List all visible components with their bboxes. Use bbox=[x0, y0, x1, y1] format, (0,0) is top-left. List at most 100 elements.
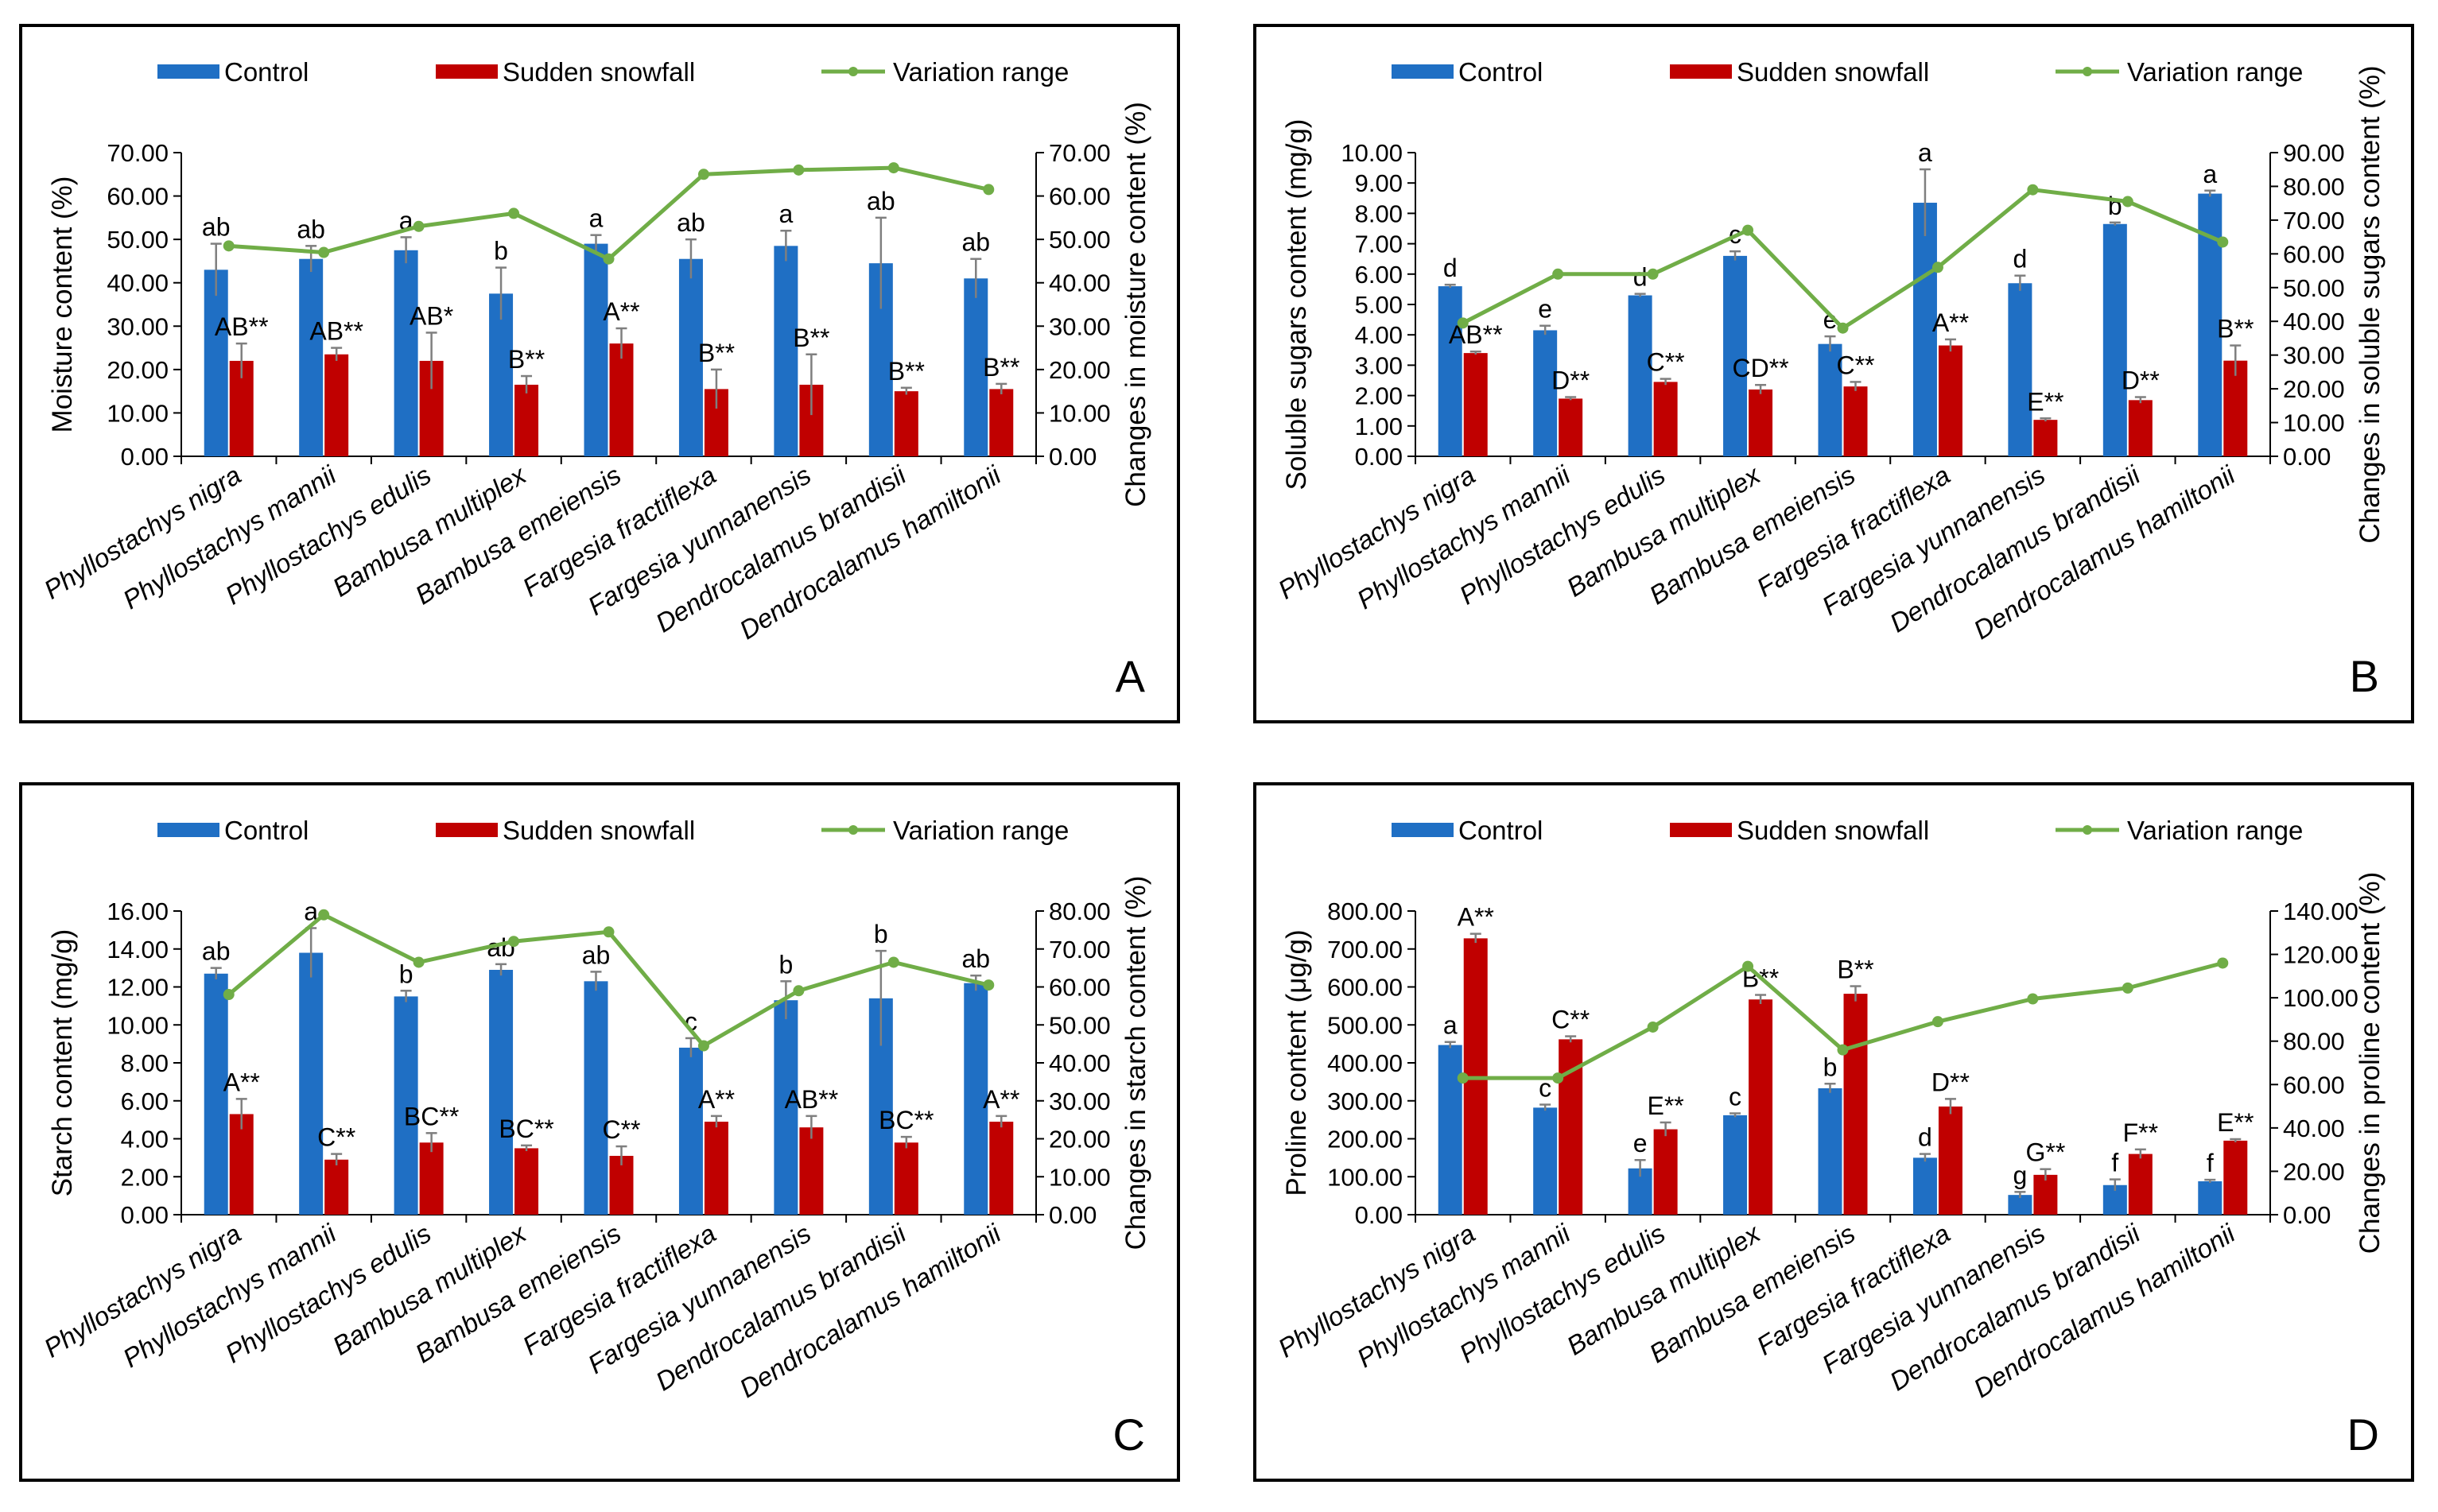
y-tick-label-left: 9.00 bbox=[1355, 169, 1403, 197]
significance-label-snow: BC** bbox=[499, 1115, 553, 1143]
y-tick-label-right: 100.00 bbox=[2283, 984, 2358, 1012]
y-tick-label-right: 70.00 bbox=[1049, 139, 1111, 167]
significance-label-snow: C** bbox=[1647, 348, 1685, 377]
legend-label-control: Control bbox=[1458, 816, 1543, 845]
y-tick-label-right: 30.00 bbox=[1049, 1087, 1111, 1115]
y-tick-label-right: 60.00 bbox=[2283, 240, 2345, 268]
significance-label-snow: AB** bbox=[309, 317, 363, 346]
y-tick-label-left: 800.00 bbox=[1327, 898, 1403, 925]
significance-label-control: d bbox=[2013, 245, 2027, 273]
y-tick-label-right: 50.00 bbox=[1049, 226, 1111, 254]
legend-label-snow: Sudden snowfall bbox=[1737, 816, 1929, 845]
y-tick-label-left: 8.00 bbox=[1355, 200, 1403, 227]
y-tick-label-left: 8.00 bbox=[121, 1049, 169, 1077]
y-tick-label-left: 30.00 bbox=[107, 312, 169, 340]
legend-marker-range bbox=[848, 825, 858, 835]
y-tick-label-right: 120.00 bbox=[2283, 941, 2358, 969]
bar-control bbox=[774, 246, 798, 456]
significance-label-snow: AB** bbox=[785, 1085, 839, 1114]
bar-snow bbox=[1843, 386, 1868, 456]
y-tick-label-left: 70.00 bbox=[107, 139, 169, 167]
significance-label-control: c bbox=[1729, 1083, 1741, 1111]
significance-label-control: ab bbox=[297, 215, 325, 243]
range-point bbox=[983, 979, 995, 991]
legend-label-control: Control bbox=[224, 57, 309, 87]
range-point bbox=[1552, 268, 1564, 280]
y-tick-label-right: 0.00 bbox=[1049, 443, 1097, 471]
bar-snow bbox=[419, 1142, 444, 1215]
significance-label-snow: D** bbox=[1551, 366, 1590, 395]
bar-snow bbox=[1843, 994, 1868, 1215]
y-tick-label-right: 40.00 bbox=[1049, 1049, 1111, 1077]
significance-label-control: ab bbox=[202, 937, 231, 966]
y-tick-label-right: 60.00 bbox=[1049, 183, 1111, 211]
range-point bbox=[1742, 960, 1754, 972]
bar-snow bbox=[514, 384, 539, 456]
y-tick-label-left: 1.00 bbox=[1355, 413, 1403, 440]
bar-control bbox=[1912, 1157, 1937, 1215]
legend-swatch-control bbox=[1392, 64, 1454, 79]
significance-label-snow: AB** bbox=[215, 312, 269, 341]
significance-label-control: g bbox=[2013, 1161, 2027, 1189]
range-point bbox=[1647, 1021, 1659, 1033]
bar-snow bbox=[2223, 360, 2248, 456]
legend-marker-range bbox=[2083, 825, 2092, 835]
significance-label-control: e bbox=[1538, 295, 1552, 324]
bar-control bbox=[394, 250, 418, 456]
y-tick-label-left: 500.00 bbox=[1327, 1011, 1403, 1039]
y-tick-label-right: 70.00 bbox=[2283, 207, 2345, 235]
chart-svg: Control Sudden snowfall Variation range 0.0… bbox=[1273, 57, 2386, 701]
bar-snow bbox=[894, 391, 918, 456]
bar-control bbox=[678, 258, 703, 456]
bar-control bbox=[1818, 343, 1842, 456]
y-tick-label-right: 30.00 bbox=[1049, 312, 1111, 340]
significance-label-control: d bbox=[1633, 263, 1648, 292]
significance-label-snow: E** bbox=[1647, 1091, 1683, 1120]
legend-label-range: Variation range bbox=[2127, 57, 2303, 87]
y-tick-label-right: 20.00 bbox=[1049, 356, 1111, 384]
significance-label-snow: B** bbox=[698, 339, 735, 367]
bar-control bbox=[204, 269, 228, 456]
bar-snow bbox=[1749, 999, 1773, 1215]
bar-control bbox=[204, 973, 228, 1215]
range-point bbox=[2122, 982, 2133, 994]
legend-label-snow: Sudden snowfall bbox=[503, 816, 695, 845]
significance-label-control: a bbox=[2203, 160, 2217, 188]
significance-label-control: ab bbox=[867, 187, 895, 215]
significance-label-snow: BC** bbox=[404, 1102, 459, 1130]
bar-control bbox=[1818, 1087, 1842, 1215]
y-tick-label-right: 10.00 bbox=[1049, 1163, 1111, 1191]
y-tick-label-right: 60.00 bbox=[2283, 1071, 2345, 1099]
y-tick-label-left: 10.00 bbox=[1341, 139, 1403, 167]
y-tick-label-left: 400.00 bbox=[1327, 1049, 1403, 1077]
y-tick-label-left: 700.00 bbox=[1327, 936, 1403, 963]
significance-label-control: b bbox=[494, 237, 508, 266]
significance-label-control: b bbox=[2108, 192, 2122, 220]
y-tick-label-right: 40.00 bbox=[2283, 1115, 2345, 1142]
bar-control bbox=[774, 1000, 798, 1215]
panel-letter: B bbox=[2350, 651, 2379, 701]
range-point bbox=[1457, 317, 1469, 329]
bar-snow bbox=[2223, 1140, 2248, 1215]
bar-snow bbox=[2033, 1174, 2058, 1215]
y-tick-label-right: 10.00 bbox=[2283, 409, 2345, 437]
y-tick-label-left: 6.00 bbox=[121, 1087, 169, 1115]
y-tick-label-left: 0.00 bbox=[1355, 1201, 1403, 1229]
y-tick-label-right: 0.00 bbox=[1049, 1201, 1097, 1229]
panel-b: Control Sudden snowfall Variation range 0.0… bbox=[1253, 24, 2414, 723]
y-tick-label-left: 10.00 bbox=[107, 1011, 169, 1039]
significance-label-snow: B** bbox=[508, 345, 545, 374]
y-tick-label-left: 50.00 bbox=[107, 226, 169, 254]
significance-label-control: a bbox=[1918, 138, 1932, 167]
legend-label-snow: Sudden snowfall bbox=[503, 57, 695, 87]
y-tick-label-right: 30.00 bbox=[2283, 342, 2345, 370]
range-point bbox=[1837, 1044, 1849, 1056]
chart-svg: Control Sudden snowfall Variation range 0.0… bbox=[39, 816, 1151, 1460]
bar-control bbox=[2198, 1181, 2223, 1215]
significance-label-control: f bbox=[2111, 1149, 2118, 1177]
range-point bbox=[697, 1040, 709, 1052]
significance-label-control: ab bbox=[961, 228, 990, 257]
chart-svg: Control Sudden snowfall Variation range 0.0… bbox=[39, 57, 1151, 701]
bar-snow bbox=[2128, 1153, 2153, 1215]
bar-control bbox=[1912, 203, 1937, 456]
